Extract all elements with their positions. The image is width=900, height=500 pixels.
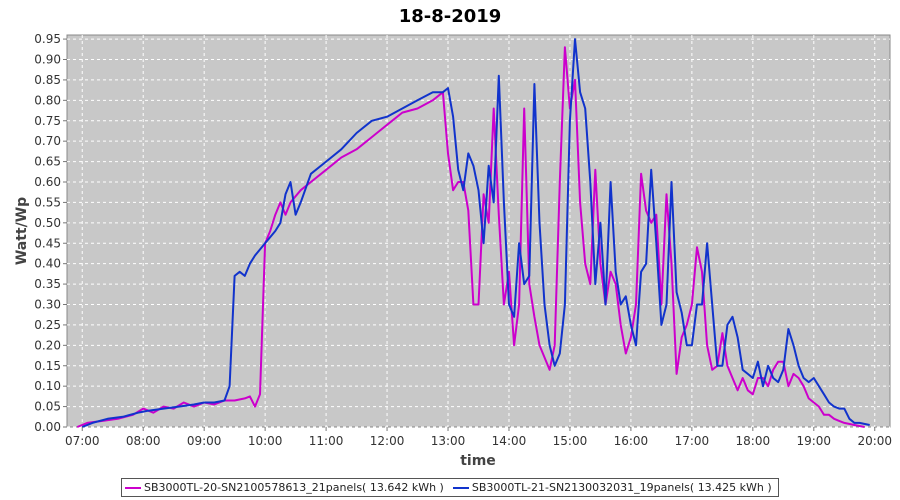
y-axis-label: Watt/Wp xyxy=(14,197,30,265)
series-layer xyxy=(76,38,870,428)
x-tick-label: 20:00 xyxy=(857,434,892,448)
y-tick-label: 0.90 xyxy=(34,53,61,67)
y-tick-label: 0.05 xyxy=(34,400,61,414)
y-tick-label: 0.40 xyxy=(34,257,61,271)
chart-svg: 18-8-2019 0.000.050.100.150.200.250.300.… xyxy=(14,6,892,469)
legend-swatch-series-1 xyxy=(125,486,141,489)
y-tick-label: 0.75 xyxy=(34,114,61,128)
x-tick-label: 11:00 xyxy=(309,434,344,448)
x-tick-label: 18:00 xyxy=(736,434,771,448)
legend-item-series-2: SB3000TL-21-SN2130032031_19panels( 13.42… xyxy=(452,481,772,494)
axes: 0.00 0.05 0.10 0.15 0.20 0.25 0.30 0.35 0.40 0.45… xyxy=(34,32,892,448)
y-tick-label: 0.20 xyxy=(34,338,61,352)
x-tick-label: 15:00 xyxy=(553,434,588,448)
y-tick-label: 0.00 xyxy=(34,420,61,434)
y-tick-label: 0.70 xyxy=(34,134,61,148)
x-tick-label: 08:00 xyxy=(126,434,161,448)
x-tick-label: 09:00 xyxy=(187,434,222,448)
x-tick-label: 16:00 xyxy=(614,434,649,448)
y-tick-label: 0.85 xyxy=(34,73,61,87)
y-tick-label: 0.25 xyxy=(34,318,61,332)
x-tick-label: 19:00 xyxy=(796,434,831,448)
x-tick-label: 14:00 xyxy=(492,434,527,448)
y-tick-label: 0.35 xyxy=(34,277,61,291)
legend-swatch-series-2 xyxy=(452,486,469,489)
x-tick-label: 13:00 xyxy=(431,434,466,448)
y-tick-label: 0.50 xyxy=(34,216,61,230)
legend-item-series-1: SB3000TL-20-SN2100578613_21panels( 13.64… xyxy=(125,481,444,494)
y-tick-label: 0.55 xyxy=(34,195,61,209)
chart-title: 18-8-2019 xyxy=(399,6,502,27)
x-tick-label: 17:00 xyxy=(675,434,710,448)
y-tick-label: 0.15 xyxy=(34,359,61,373)
y-tick-label: 0.10 xyxy=(34,379,61,393)
x-tick-label: 07:00 xyxy=(65,434,100,448)
legend-label-series-2: SB3000TL-21-SN2130032031_19panels( 13.42… xyxy=(471,481,772,494)
legend-label-series-1: SB3000TL-20-SN2100578613_21panels( 13.64… xyxy=(144,481,444,494)
y-tick-label: 0.65 xyxy=(34,155,61,169)
y-tick-label: 0.60 xyxy=(34,175,61,189)
y-tick-label: 0.30 xyxy=(34,298,61,312)
x-tick-label: 10:00 xyxy=(248,434,283,448)
chart-legend: SB3000TL-20-SN2100578613_21panels( 13.64… xyxy=(121,478,779,497)
y-tick-label: 0.80 xyxy=(34,93,61,107)
x-axis-label: time xyxy=(460,453,496,469)
y-tick-label: 0.95 xyxy=(34,32,61,46)
y-tick-label: 0.45 xyxy=(34,236,61,250)
x-tick-label: 12:00 xyxy=(370,434,405,448)
series-line-2 xyxy=(81,38,870,428)
